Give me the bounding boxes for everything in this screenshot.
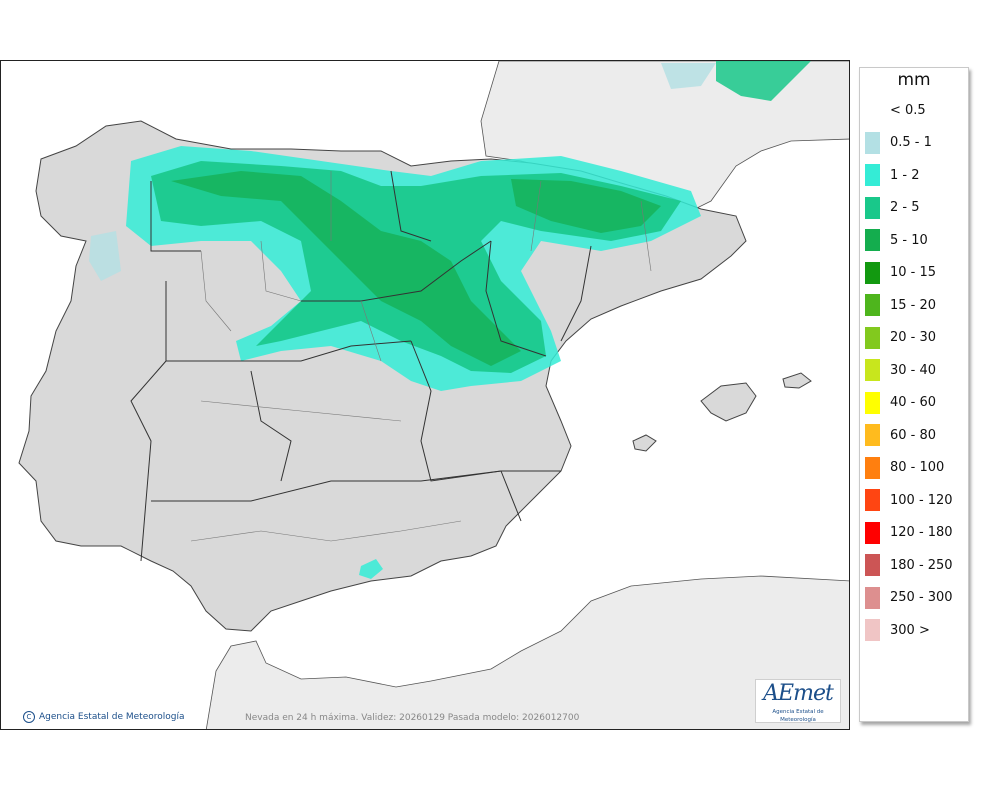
legend-label: 300 > [890, 622, 930, 638]
legend-swatch [865, 424, 880, 447]
map-caption: Nevada en 24 h máxima. Validez: 20260129… [245, 713, 580, 723]
legend-label: 2 - 5 [890, 200, 920, 216]
legend-swatch [865, 164, 880, 187]
map-canvas [1, 61, 849, 729]
legend-label: 80 - 100 [890, 460, 945, 476]
snowfall-map[interactable]: C Agencia Estatal de Meteorología Nevada… [0, 60, 850, 730]
province-borders [190, 171, 652, 542]
legend-item: 5 - 10 [860, 224, 968, 257]
copyright-icon: C [23, 711, 35, 723]
legend-label: < 0.5 [890, 102, 926, 118]
legend-swatch [865, 131, 880, 154]
aemet-logo-text: AEmet [763, 681, 834, 706]
menorca [782, 372, 812, 389]
legend: mm < 0.5 0.5 - 1 1 - 2 2 - 5 5 - 10 10 - 15 15… [859, 67, 969, 722]
legend-label: 60 - 80 [890, 427, 937, 443]
legend-item: 2 - 5 [860, 192, 968, 225]
legend-label: 250 - 300 [890, 590, 953, 606]
ibiza [632, 434, 657, 452]
legend-item: 10 - 15 [860, 257, 968, 290]
legend-swatch [865, 261, 880, 284]
legend-swatch [865, 229, 880, 252]
legend-swatch [865, 586, 880, 609]
legend-item: 0.5 - 1 [860, 127, 968, 160]
africa-land [205, 575, 849, 729]
legend-swatch [865, 326, 880, 349]
legend-item: 250 - 300 [860, 582, 968, 615]
legend-item: 300 > [860, 614, 968, 647]
legend-label: 1 - 2 [890, 167, 920, 183]
agency-credit: C Agencia Estatal de Meteorología [23, 711, 185, 723]
snowfall-overlay [89, 61, 811, 579]
legend-label: 10 - 15 [890, 265, 937, 281]
legend-item: 80 - 100 [860, 452, 968, 485]
legend-swatch [865, 391, 880, 414]
legend-swatch [865, 294, 880, 317]
legend-item: 30 - 40 [860, 354, 968, 387]
aemet-logo: AEmet Agencia Estatal de Meteorología [755, 679, 841, 723]
iberia-land [18, 120, 747, 632]
legend-item: < 0.5 [860, 94, 968, 127]
mallorca [700, 382, 757, 422]
legend-swatch [865, 554, 880, 577]
legend-label: 100 - 120 [890, 492, 953, 508]
legend-label: 5 - 10 [890, 232, 928, 248]
legend-swatch [865, 456, 880, 479]
legend-item: 1 - 2 [860, 159, 968, 192]
legend-swatch [865, 619, 880, 642]
legend-item: 20 - 30 [860, 322, 968, 355]
legend-swatch [865, 359, 880, 382]
legend-label: 0.5 - 1 [890, 135, 932, 151]
agency-credit-text: Agencia Estatal de Meteorología [39, 712, 185, 722]
legend-label: 180 - 250 [890, 557, 953, 573]
legend-label: 15 - 20 [890, 297, 937, 313]
legend-label: 30 - 40 [890, 362, 937, 378]
legend-item: 100 - 120 [860, 484, 968, 517]
legend-item: 180 - 250 [860, 549, 968, 582]
legend-item: 120 - 180 [860, 517, 968, 550]
legend-swatch [865, 99, 880, 122]
legend-label: 40 - 60 [890, 395, 937, 411]
legend-item: 60 - 80 [860, 419, 968, 452]
legend-swatch [865, 521, 880, 544]
legend-item: 15 - 20 [860, 289, 968, 322]
region-borders [130, 170, 592, 562]
legend-swatch [865, 489, 880, 512]
legend-item: 40 - 60 [860, 387, 968, 420]
legend-label: 120 - 180 [890, 525, 953, 541]
aemet-logo-subtext: Agencia Estatal de Meteorología [772, 709, 824, 723]
legend-unit: mm [897, 70, 931, 90]
legend-swatch [865, 196, 880, 219]
legend-label: 20 - 30 [890, 330, 937, 346]
